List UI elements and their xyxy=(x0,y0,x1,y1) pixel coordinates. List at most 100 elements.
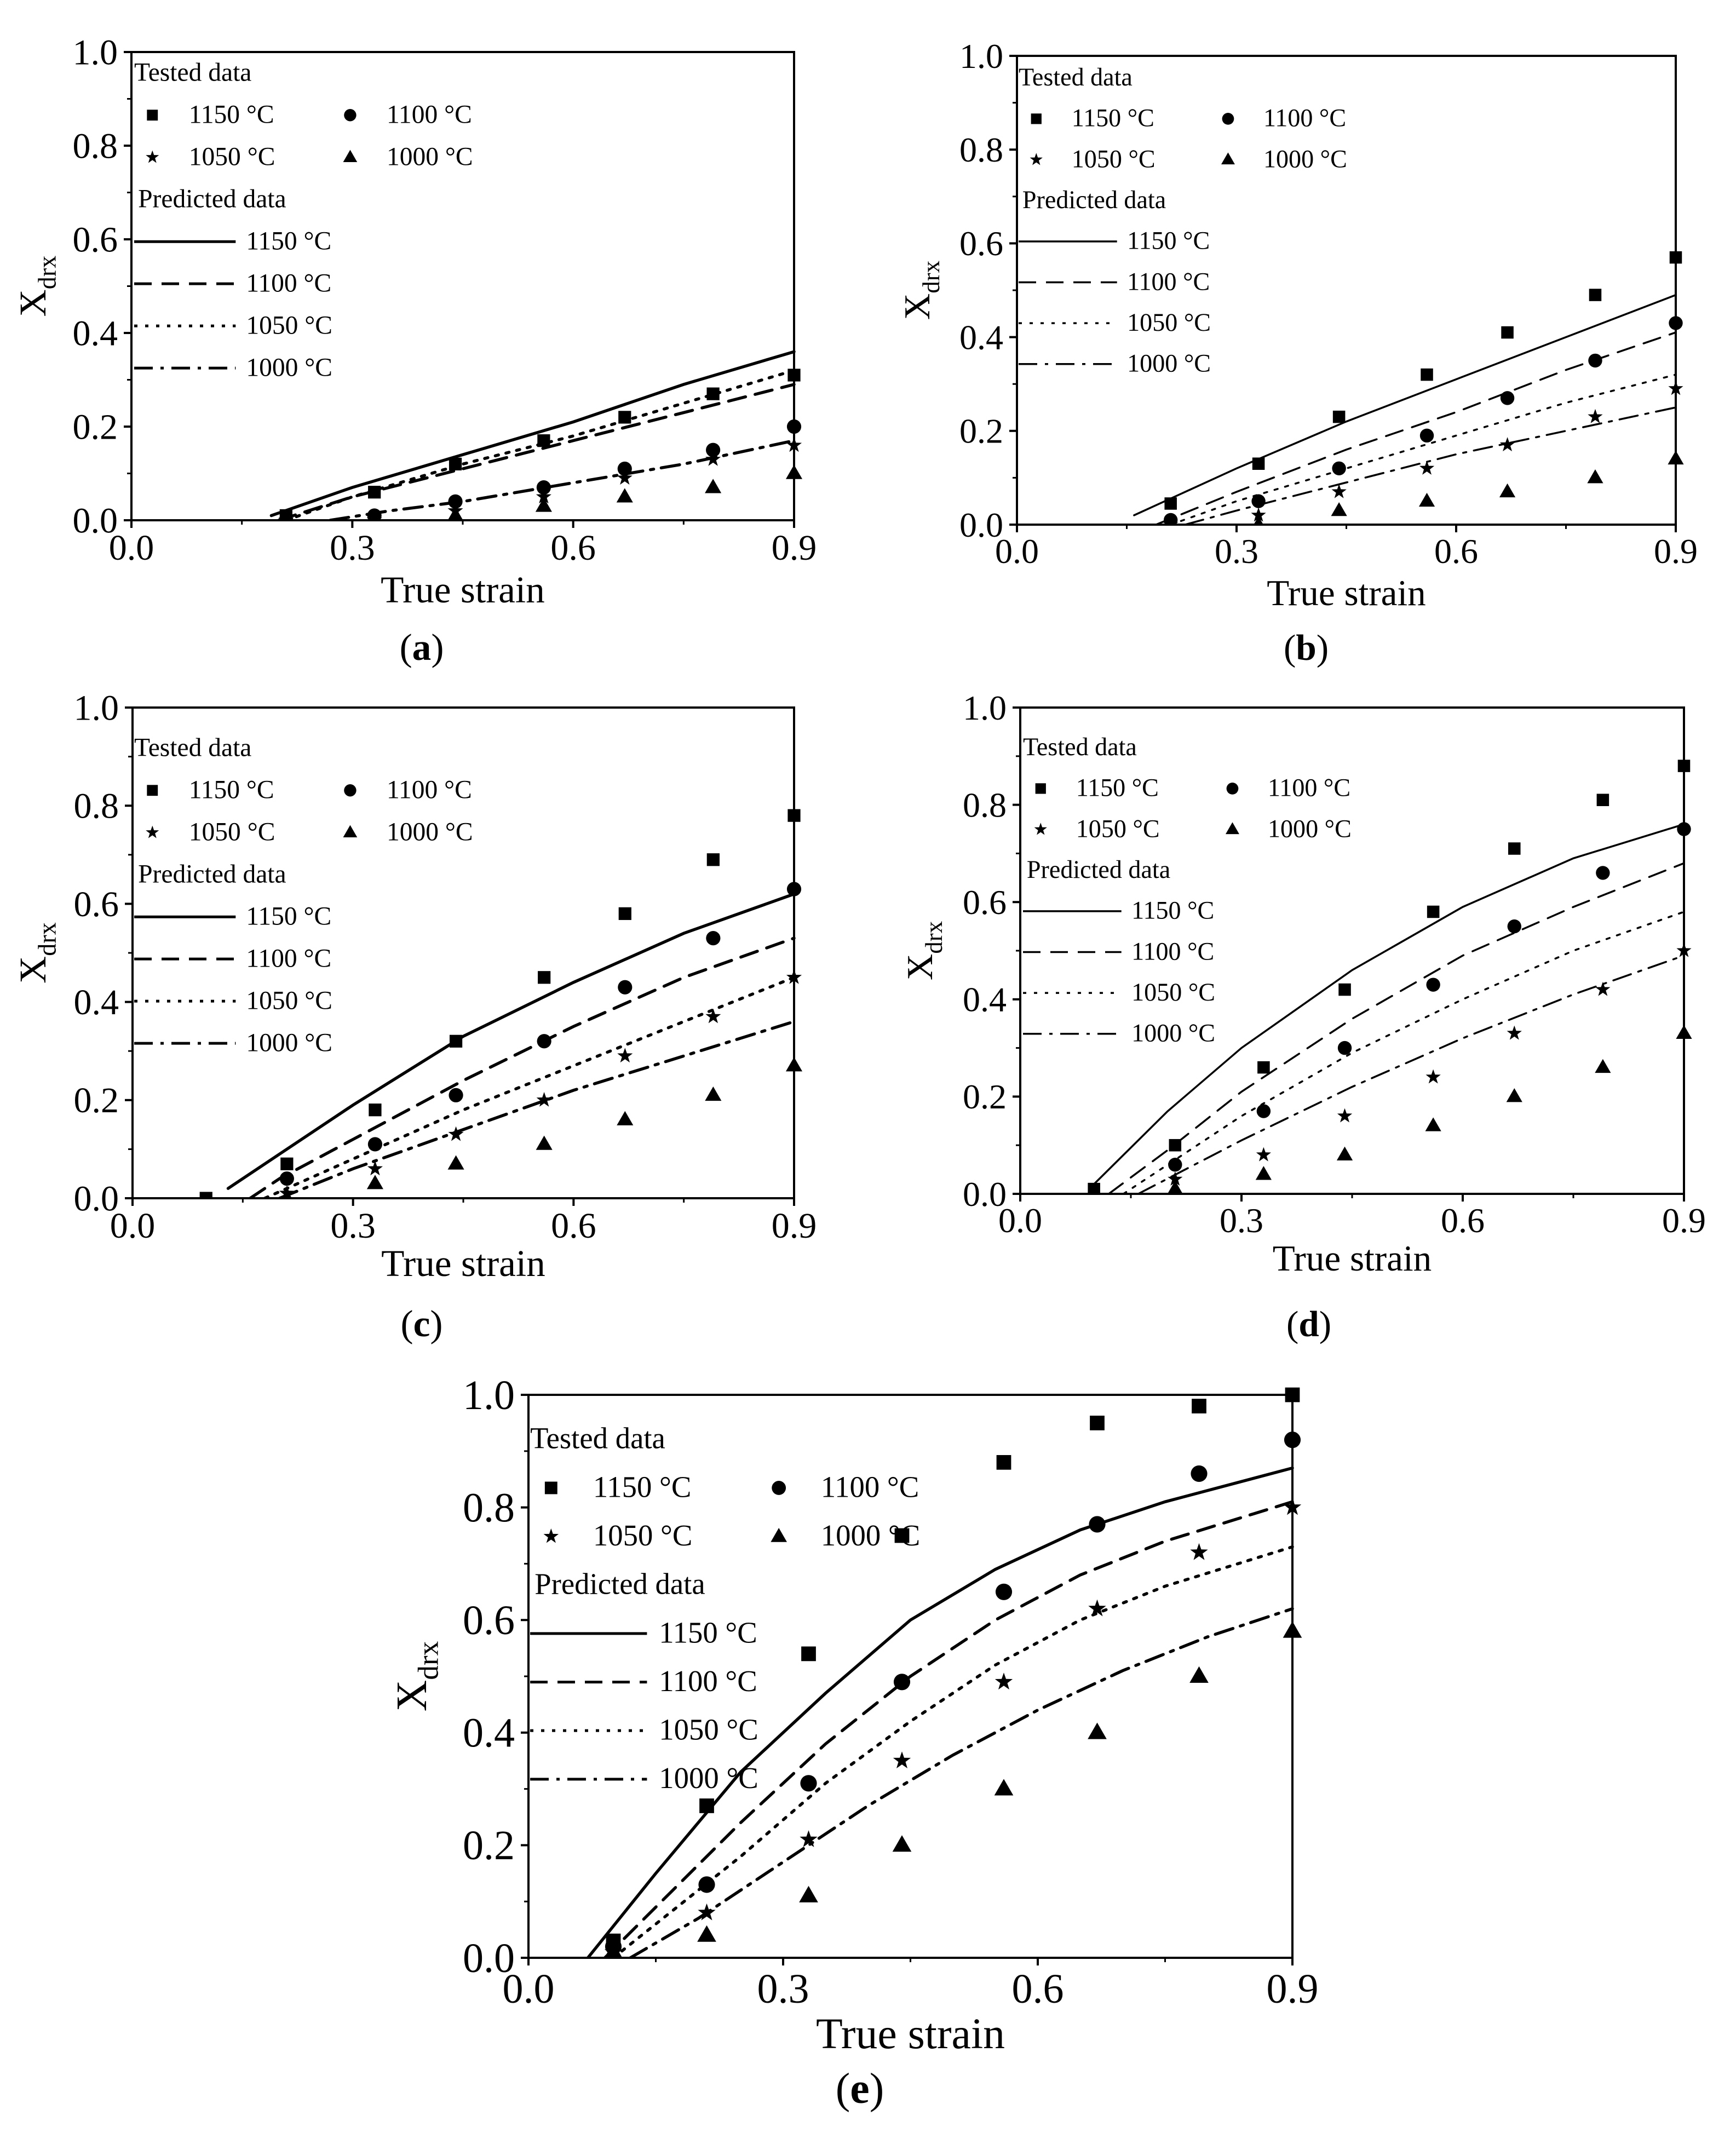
legend-tested-title: Tested data xyxy=(530,1422,665,1455)
legend-tested-label: 1150 °C xyxy=(189,101,274,129)
tested-point-1100 xyxy=(893,1674,911,1691)
tested-point-1050 xyxy=(698,1903,716,1921)
tested-point-1050 xyxy=(705,451,721,466)
tested-point-1050 xyxy=(536,488,551,504)
tested-point-1000 xyxy=(1336,1146,1353,1160)
legend: Tested data 1150 °C 1100 °C 1050 °C 1000 °C P… xyxy=(530,1422,920,1795)
x-axis-label: True strain xyxy=(816,2010,1005,2058)
tested-point-1000 xyxy=(892,1835,912,1852)
legend-marker-1050 xyxy=(146,825,159,838)
predicted-curve-1100 xyxy=(1155,331,1677,525)
tested-point-1050 xyxy=(1331,484,1347,498)
y-tick-label: 0.4 xyxy=(73,313,118,353)
tested-point-1100 xyxy=(1419,428,1434,443)
panel-caption: (b) xyxy=(1284,627,1329,668)
tested-point-1050 xyxy=(448,1126,464,1141)
legend-marker-1150 xyxy=(1035,783,1046,794)
y-tick-label: 0.8 xyxy=(959,130,1003,169)
tested-point-1150 xyxy=(1421,368,1433,381)
y-tick-label: 0.0 xyxy=(73,501,118,541)
tested-point-1100 xyxy=(1507,919,1521,934)
tested-point-1000 xyxy=(1587,469,1603,484)
tested-point-1150 xyxy=(618,907,631,920)
legend-predicted-label: 1150 °C xyxy=(246,902,331,930)
legend-predicted-label: 1150 °C xyxy=(246,227,331,255)
tested-point-1150 xyxy=(1427,905,1440,918)
tested-point-1050 xyxy=(1337,1108,1353,1123)
tested-point-1150 xyxy=(1508,842,1521,855)
y-tick-label: 0.0 xyxy=(463,1935,515,1981)
tested-point-1000 xyxy=(1595,1059,1611,1073)
chart-panel-c: 0.0 0.3 0.6 0.9 0.0 0.2 0.4 0.6 0.8 1.0 True strai… xyxy=(12,688,817,1344)
tested-point-1100 xyxy=(1588,353,1602,368)
tested-point-1000 xyxy=(705,479,722,493)
tested-point-1000 xyxy=(697,1925,716,1942)
predicted-curve-1050 xyxy=(612,1545,1294,1958)
tested-point-1000 xyxy=(535,497,552,512)
tested-point-1100 xyxy=(537,1034,551,1049)
tested-point-1150 xyxy=(1252,457,1265,470)
tested-point-1000 xyxy=(1088,1722,1107,1739)
x-tick-label: 0.6 xyxy=(1441,1201,1485,1240)
tested-point-1150 xyxy=(706,387,720,400)
y-tick-label: 0.6 xyxy=(959,224,1003,263)
tested-point-1000 xyxy=(281,1189,292,1198)
tested-point-1150 xyxy=(706,853,720,866)
x-tick-label: 0.3 xyxy=(1215,532,1258,571)
tested-point-1000 xyxy=(1418,492,1435,507)
legend-marker-1100 xyxy=(344,109,357,122)
tested-point-1150 xyxy=(369,1103,382,1117)
tested-point-1100 xyxy=(1251,494,1266,508)
tested-point-1050 xyxy=(705,1008,721,1024)
tested-point-1050 xyxy=(800,1830,818,1847)
legend-predicted-title: Predicted data xyxy=(1022,186,1166,214)
x-axis-label: True strain xyxy=(381,1242,545,1284)
legend-marker-1150 xyxy=(147,785,158,796)
x-tick-label: 0.6 xyxy=(1434,532,1478,571)
tested-point-1100 xyxy=(617,461,632,476)
svg-text:Xdrx: Xdrx xyxy=(896,261,945,320)
tested-point-1150 xyxy=(1192,1399,1206,1413)
y-tick-label: 0.0 xyxy=(74,1179,119,1218)
tested-point-1000 xyxy=(1331,502,1347,516)
y-tick-label: 0.2 xyxy=(959,412,1003,451)
x-tick-label: 0.6 xyxy=(551,1206,596,1246)
tested-point-1150 xyxy=(996,1455,1011,1470)
y-axis-label: Xdrx xyxy=(12,922,61,984)
tested-point-1150 xyxy=(1169,1139,1182,1152)
tested-point-1150 xyxy=(1090,1416,1105,1430)
legend-predicted-label: 1050 °C xyxy=(1127,308,1211,336)
legend-predicted-label: 1100 °C xyxy=(659,1664,757,1698)
legend-predicted-title: Predicted data xyxy=(1027,855,1170,883)
legend-tested-label: 1100 °C xyxy=(387,776,472,804)
tested-point-1000 xyxy=(1668,450,1684,465)
tested-point-1150 xyxy=(894,1528,910,1543)
tested-point-1050 xyxy=(786,969,802,984)
legend: Tested data 1150 °C 1100 °C 1050 °C 1000 °C P… xyxy=(1019,63,1347,377)
tested-point-1100 xyxy=(448,494,463,509)
tested-point-1100 xyxy=(706,442,721,457)
tested-point-1150 xyxy=(1669,251,1682,264)
legend-predicted-label: 1150 °C xyxy=(659,1616,757,1649)
legend-tested-label: 1050 °C xyxy=(1072,145,1156,173)
x-tick-label: 0.0 xyxy=(998,1201,1042,1240)
legend-marker-1050 xyxy=(1034,823,1047,835)
tested-point-1000 xyxy=(1283,1621,1302,1638)
legend-tested-label: 1150 °C xyxy=(1072,104,1154,132)
tested-point-1150 xyxy=(787,809,801,822)
x-tick-label: 0.9 xyxy=(772,528,817,568)
legend-predicted-label: 1100 °C xyxy=(246,944,331,973)
legend-tested-label: 1050 °C xyxy=(593,1519,693,1552)
tested-point-1000 xyxy=(1255,1166,1272,1180)
x-tick-label: 0.3 xyxy=(757,1966,809,2012)
panel-caption: (a) xyxy=(400,626,444,668)
tested-point-1050 xyxy=(1507,1025,1522,1040)
chart-panel-b: 0.0 0.3 0.6 0.9 0.0 0.2 0.4 0.6 0.8 1.0 True strai… xyxy=(896,37,1698,668)
y-tick-label: 1.0 xyxy=(73,32,118,72)
legend-marker-1150 xyxy=(147,110,158,121)
legend-marker-1000 xyxy=(343,150,358,163)
tested-point-1100 xyxy=(1332,461,1346,475)
y-tick-label: 0.4 xyxy=(963,980,1007,1019)
tested-point-1150 xyxy=(280,1157,294,1170)
predicted-curve-1150 xyxy=(586,1466,1294,1958)
